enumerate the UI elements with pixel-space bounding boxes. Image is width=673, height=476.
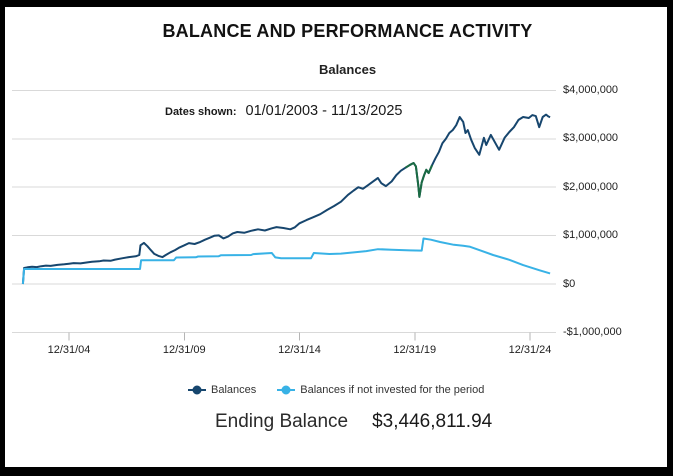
page-title: BALANCE AND PERFORMANCE ACTIVITY: [162, 21, 533, 41]
x-axis-label: 12/31/09: [162, 344, 206, 356]
balances-line-marker-icon: [188, 385, 206, 395]
x-axis-label: 12/31/14: [278, 344, 321, 356]
dates-shown-label: Dates shown:: [165, 106, 237, 118]
legend-label-not-invested: Balances if not invested for the period: [300, 384, 485, 396]
y-axis-label: $1,000,000: [563, 229, 619, 242]
legend-label-balances: Balances: [211, 384, 257, 396]
y-axis-label: $4,000,000: [563, 83, 619, 96]
balances-line: [21, 113, 551, 285]
x-axis-label: 12/31/19: [393, 344, 437, 356]
legend-item-balances[interactable]: Balances: [188, 384, 256, 396]
not-invested-line-marker-icon: [277, 385, 296, 395]
balances-line-covid-segment: [404, 162, 433, 198]
chart-legend: Balances Balances if not invested for th…: [188, 384, 484, 396]
ending-balance-value: $3,446,811.94: [372, 411, 493, 432]
ending-balance-label: Ending Balance: [215, 411, 349, 432]
ending-balance-row: Ending Balance $3,446,811.94: [215, 411, 492, 433]
y-axis-label: -$1,000,000: [563, 325, 622, 338]
y-axis-label: $2,000,000: [563, 180, 619, 193]
chart-subtitle: Balances: [318, 62, 377, 77]
x-axis-label: 12/31/04: [47, 344, 91, 356]
y-axis-label: $3,000,000: [563, 132, 619, 145]
not-invested-line: [21, 237, 551, 285]
dates-shown: Dates shown: 01/01/2003 - 11/13/2025: [165, 103, 402, 119]
legend-item-not-invested[interactable]: Balances if not invested for the period: [277, 384, 484, 396]
x-axis-label: 12/31/24: [508, 344, 552, 356]
y-axis-label: $0: [563, 277, 576, 290]
dates-shown-value: 01/01/2003 - 11/13/2025: [245, 103, 403, 119]
